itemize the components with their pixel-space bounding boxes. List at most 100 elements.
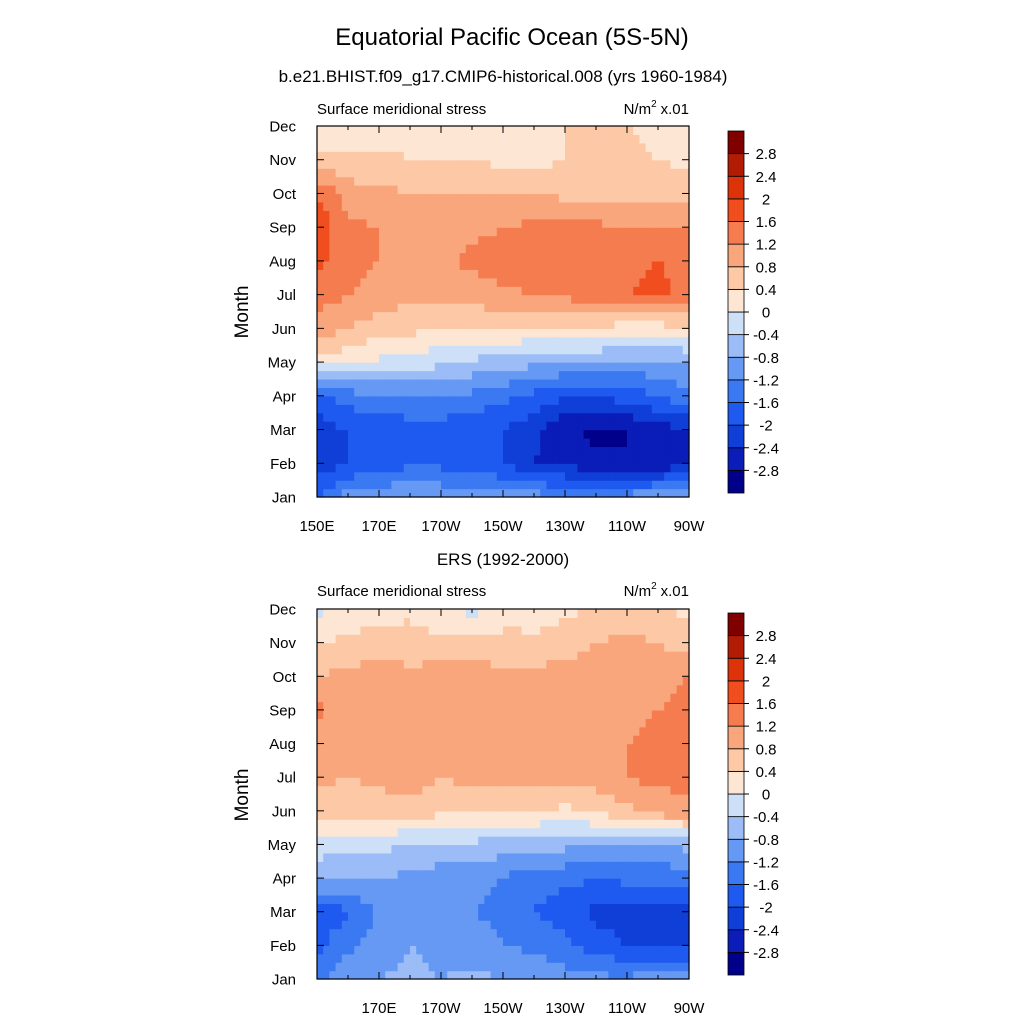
heatmap-cell xyxy=(658,421,665,431)
heatmap-cell xyxy=(565,286,572,296)
heatmap-cell xyxy=(478,768,485,778)
heatmap-cell xyxy=(360,480,368,490)
heatmap-cell xyxy=(521,928,529,938)
heatmap-cell xyxy=(645,395,653,405)
heatmap-cell xyxy=(447,463,454,473)
heatmap-cell xyxy=(397,676,405,686)
heatmap-cell xyxy=(651,159,659,169)
heatmap-cell xyxy=(459,463,467,473)
heatmap-cell xyxy=(410,726,417,736)
heatmap-cell xyxy=(565,454,572,464)
heatmap-cell xyxy=(552,446,560,456)
heatmap-cell xyxy=(341,176,349,186)
heatmap-cell xyxy=(596,953,603,963)
heatmap-cell xyxy=(596,676,603,686)
heatmap-cell xyxy=(534,802,541,812)
heatmap-cell xyxy=(503,260,510,270)
heatmap-cell xyxy=(602,345,609,355)
heatmap-cell xyxy=(428,311,436,321)
heatmap-cell xyxy=(515,709,523,719)
heatmap-cell xyxy=(385,777,392,787)
heatmap-cell xyxy=(341,311,349,321)
heatmap-cell xyxy=(614,235,622,245)
heatmap-cell xyxy=(534,227,541,237)
heatmap-cell xyxy=(552,454,560,464)
heatmap-cell xyxy=(608,286,616,296)
heatmap-cell xyxy=(465,911,473,921)
heatmap-cell xyxy=(416,667,423,677)
heatmap-cell xyxy=(596,802,603,812)
heatmap-cell xyxy=(552,962,560,972)
heatmap-cell xyxy=(354,768,361,778)
heatmap-cell xyxy=(571,794,578,804)
heatmap-cell xyxy=(391,437,399,448)
heatmap-cell xyxy=(565,395,572,405)
heatmap-cell xyxy=(490,911,498,921)
heatmap-cell xyxy=(651,370,659,380)
heatmap-cell xyxy=(620,751,628,761)
heatmap-cell xyxy=(379,159,386,169)
heatmap-cell xyxy=(676,903,684,913)
heatmap-cell xyxy=(527,193,535,203)
heatmap-cell xyxy=(317,751,324,761)
heatmap-cell xyxy=(372,328,380,338)
heatmap-cell xyxy=(658,852,665,862)
heatmap-cell xyxy=(627,412,634,422)
heatmap-cell xyxy=(385,701,392,711)
heatmap-cell xyxy=(434,970,442,980)
heatmap-cell xyxy=(658,277,665,287)
colorbar-label: -0.4 xyxy=(753,327,779,344)
heatmap-cell xyxy=(403,962,411,972)
heatmap-cell xyxy=(596,303,603,313)
heatmap-cell xyxy=(620,936,628,946)
heatmap-cell xyxy=(317,827,324,837)
heatmap-cell xyxy=(620,819,628,829)
heatmap-cell xyxy=(490,252,498,262)
heatmap-cell xyxy=(360,269,368,279)
heatmap-cell xyxy=(379,303,386,313)
heatmap-cell xyxy=(583,676,591,686)
heatmap-cell xyxy=(571,336,578,346)
heatmap-cell xyxy=(453,962,461,972)
heatmap-cell xyxy=(527,718,535,728)
heatmap-cell xyxy=(397,684,405,694)
heatmap-cell xyxy=(658,667,665,677)
heatmap-cell xyxy=(540,151,547,161)
heatmap-cell xyxy=(453,370,461,380)
heatmap-cell xyxy=(422,480,430,490)
heatmap-cell xyxy=(602,446,609,456)
heatmap-cell xyxy=(317,404,324,414)
heatmap-cell xyxy=(397,168,405,178)
heatmap-cell xyxy=(577,176,585,186)
heatmap-cell xyxy=(484,277,492,287)
heatmap-cell xyxy=(515,693,523,703)
heatmap-cell xyxy=(465,201,473,211)
heatmap-cell xyxy=(397,319,405,329)
heatmap-cell xyxy=(459,953,467,963)
heatmap-cell xyxy=(583,235,591,245)
heatmap-cell xyxy=(478,303,485,313)
heatmap-cell xyxy=(589,667,597,677)
heatmap-cell xyxy=(627,480,634,490)
heatmap-cell xyxy=(515,277,523,287)
heatmap-cell xyxy=(583,168,591,178)
heatmap-cell xyxy=(459,446,467,456)
heatmap-cell xyxy=(558,210,566,220)
heatmap-cell xyxy=(614,953,622,963)
heatmap-cell xyxy=(515,785,523,795)
heatmap-cell xyxy=(645,471,653,481)
heatmap-cell xyxy=(484,370,492,380)
heatmap-cell xyxy=(341,709,349,719)
heatmap-cell xyxy=(453,454,461,464)
heatmap-cell xyxy=(546,151,554,161)
heatmap-cell xyxy=(527,676,535,686)
heatmap-cell xyxy=(639,869,647,879)
heatmap-cell xyxy=(627,218,634,228)
heatmap-cell xyxy=(496,878,504,888)
heatmap-cell xyxy=(602,920,609,930)
heatmap-cell xyxy=(366,421,374,431)
heatmap-cell xyxy=(670,126,678,136)
heatmap-cell xyxy=(620,437,628,448)
heatmap-cell xyxy=(447,886,454,896)
heatmap-cell xyxy=(676,319,684,329)
